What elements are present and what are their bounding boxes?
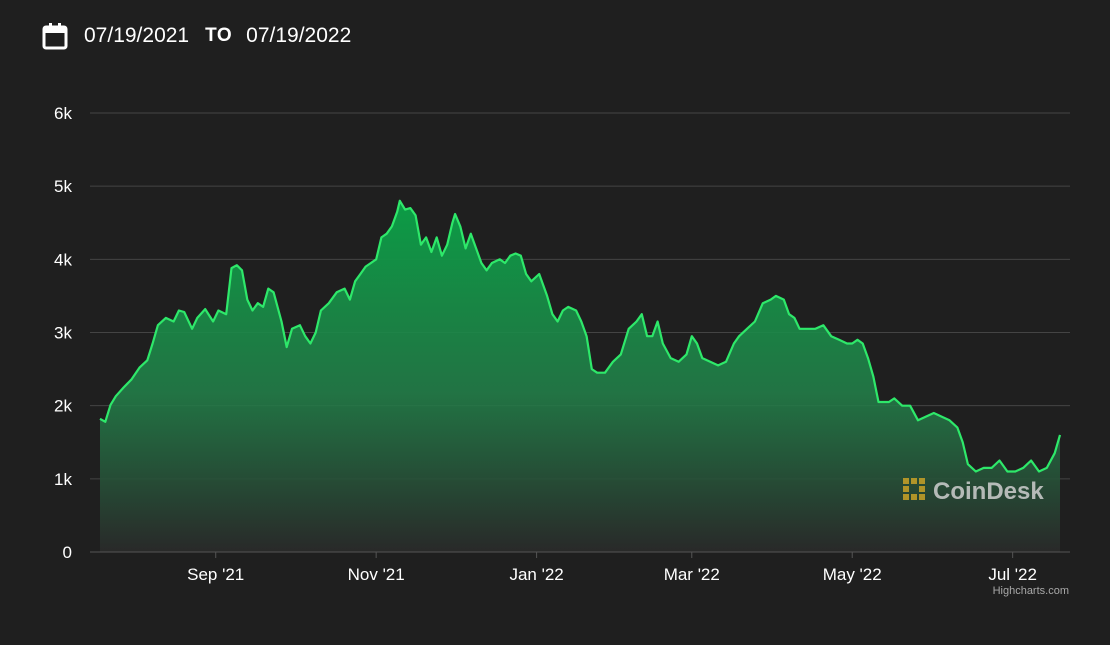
y-tick-label: 6k (54, 104, 72, 123)
calendar-icon[interactable] (42, 22, 68, 50)
end-date[interactable]: 07/19/2022 (246, 24, 352, 47)
y-tick-label: 5k (54, 177, 72, 196)
series-area-fill (100, 200, 1060, 553)
coindesk-logo-icon (903, 478, 925, 500)
start-date[interactable]: 07/19/2021 (84, 24, 190, 47)
y-tick-label: 3k (54, 324, 72, 343)
x-axis: Sep '21 Nov '21 Jan '22 Mar '22 May '22 Jul '… (187, 552, 1037, 584)
highcharts-credit[interactable]: Highcharts.com (992, 585, 1069, 597)
date-range-bar[interactable]: 07/19/2021 TO 07/19/2022 (42, 22, 351, 50)
y-tick-label: 1k (54, 470, 72, 489)
watermark-text: CoinDesk (933, 478, 1044, 505)
y-axis: 0 1k 2k 3k 4k 5k 6k (54, 104, 72, 562)
series-line (99, 199, 1062, 473)
x-tick-label: Nov '21 (348, 565, 405, 584)
y-tick-label: 0 (63, 543, 72, 562)
y-tick-label: 4k (54, 250, 72, 269)
x-tick-label: May '22 (823, 565, 882, 584)
watermark: CoinDesk (903, 478, 1044, 505)
x-tick-label: Mar '22 (664, 565, 720, 584)
y-tick-label: 2k (54, 397, 72, 416)
to-label: TO (205, 25, 233, 46)
x-tick-label: Jan '22 (509, 565, 563, 584)
x-tick-label: Jul '22 (988, 565, 1037, 584)
x-tick-label: Sep '21 (187, 565, 244, 584)
